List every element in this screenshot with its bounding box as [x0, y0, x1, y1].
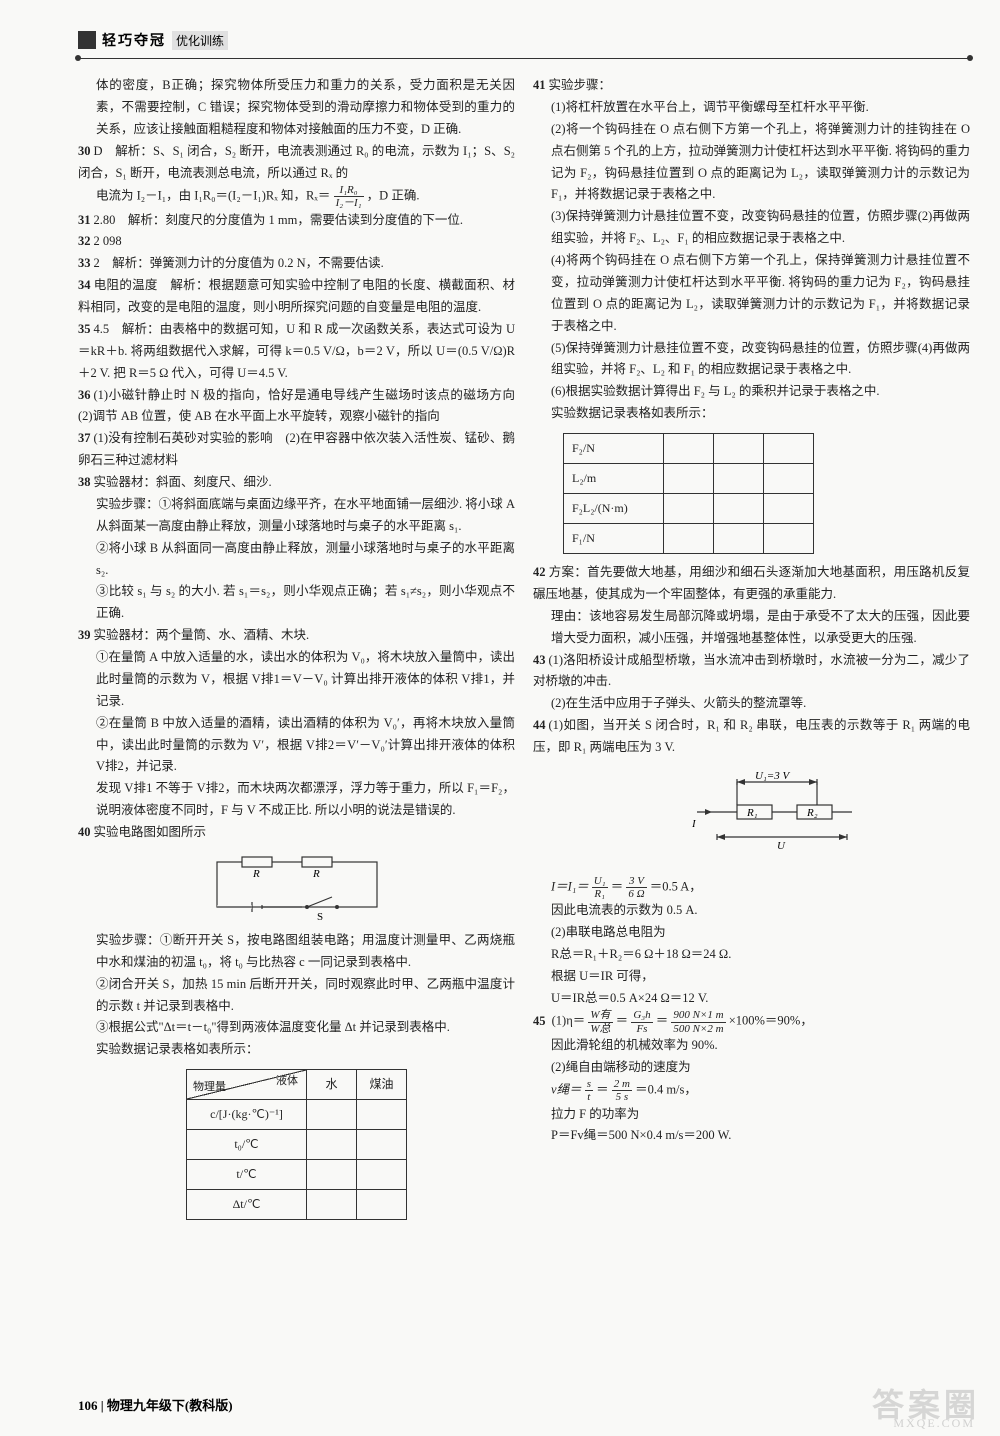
- p33: 332 解析：弹簧测力计的分度值为 0.2 N，不需要估读.: [78, 253, 515, 275]
- p40d: ③根据公式"Δt＝t－t₀"得到两液体温度变化量 Δt 并记录到表格中.: [78, 1017, 515, 1039]
- p37: 37(1)没有控制石英砂对实验的影响 (2)在甲容器中依次装入活性炭、锰砂、鹅卵…: [78, 428, 515, 472]
- content: 体的密度，B正确；探究物体所受压力和重力的关系，受力面积是无关因素，不需要控制，…: [78, 75, 970, 1386]
- dot-left: [75, 55, 81, 61]
- p45a: 45 (1)η＝ W有W总 ＝ G₃hFs ＝ 900 N×1 m500 N×2…: [533, 1009, 970, 1034]
- p38b: 实验步骤：①将斜面底端与桌面边缘平齐，在水平地面铺一层细沙. 将小球 A 从斜面…: [78, 494, 515, 538]
- page-header: 轻巧夺冠 优化训练: [78, 30, 228, 50]
- p40c: ②闭合开关 S，加热 15 min 后断开开关，同时观察此时甲、乙两瓶中温度计的…: [78, 974, 515, 1018]
- header-title: 轻巧夺冠: [102, 30, 166, 50]
- p45c: (2)绳自由端移动的速度为: [533, 1057, 970, 1079]
- p39c: ②在量筒 B 中放入适量的酒精，读出酒精的体积为 V₀′，再将木块放入量筒中，读…: [78, 713, 515, 779]
- p45e: 拉力 F 的功率为: [533, 1104, 970, 1126]
- divider: [78, 58, 970, 59]
- p30a: 30D 解析：S、S₁ 闭合，S₂ 断开，电流表测通过 R₀ 的电流，示数为 I…: [78, 141, 515, 185]
- p42a: 42方案：首先要做大地基，用细沙和细石头逐渐加大地基面积，用压路机反复碾压地基，…: [533, 562, 970, 606]
- svg-text:U₁=3 V: U₁=3 V: [755, 770, 790, 782]
- p41f: (5)保持弹簧测力计悬挂位置不变，改变钩码悬挂的位置，仿照步骤(4)再做两组实验…: [533, 338, 970, 382]
- p41a: 41实验步骤：: [533, 75, 970, 97]
- p32: 322 098: [78, 231, 515, 253]
- right-column: 41实验步骤： (1)将杠杆放置在水平台上，调节平衡螺母至杠杆水平平衡. (2)…: [533, 75, 970, 1386]
- p34: 34电阻的温度 解析：根据题意可知实验中控制了电阻的长度、横截面积、材料相同，改…: [78, 275, 515, 319]
- p44e: R总＝R₁＋R₂＝6 Ω＋18 Ω＝24 Ω.: [533, 944, 970, 966]
- p29-cont: 体的密度，B正确；探究物体所受压力和重力的关系，受力面积是无关因素，不需要控制，…: [78, 75, 515, 141]
- p44a: 44(1)如图，当开关 S 闭合时，R₁ 和 R₂ 串联，电压表的示数等于 R₁…: [533, 715, 970, 759]
- dot-right: [967, 55, 973, 61]
- svg-text:R: R: [252, 868, 260, 880]
- svg-text:R₁: R₁: [746, 807, 758, 819]
- p38c: ②将小球 B 从斜面同一高度由静止释放，测量小球落地时与桌子的水平距离 s₂.: [78, 538, 515, 582]
- p41b: (1)将杠杆放置在水平台上，调节平衡螺母至杠杆水平平衡.: [533, 97, 970, 119]
- p38a: 38实验器材：斜面、刻度尺、细沙.: [78, 472, 515, 494]
- p35: 354.5 解析：由表格中的数据可知，U 和 R 成一次函数关系，表达式可设为 …: [78, 319, 515, 385]
- table-40: 液体 物理量 水 煤油 c/[J·(kg·℃)⁻¹] t₀/℃ t/℃ Δt/℃: [186, 1069, 407, 1220]
- p44f: 根据 U＝IR 可得，: [533, 966, 970, 988]
- p44b: I＝I₁＝ U₁R₁ ＝ 3 V6 Ω ＝0.5 A，: [533, 875, 970, 900]
- svg-text:R: R: [312, 868, 320, 880]
- table-41: F₂/N L₂/m F₂L₂/(N·m) F₁/N: [563, 433, 814, 554]
- p31: 312.80 解析：刻度尺的分度值为 1 mm，需要估读到分度值的下一位.: [78, 210, 515, 232]
- p30b: 电流为 I₂－I₁，由 I₁R₀＝(I₂－I₁)Rₓ 知，Rₓ＝ I₁R₀I₂－…: [78, 184, 515, 209]
- circuit-diagram-40: R R S: [197, 852, 397, 922]
- p43b: (2)在生活中应用于子弹头、火箭头的整流罩等.: [533, 693, 970, 715]
- p36: 36(1)小磁针静止时 N 极的指向，恰好是通电导线产生磁场时该点的磁场方向 (…: [78, 385, 515, 429]
- p40b: 实验步骤：①断开开关 S，按电路图组装电路；用温度计测量甲、乙两烧瓶中水和煤油的…: [78, 930, 515, 974]
- circuit-diagram-44: U₁=3 V R₁ R₂ I U: [637, 767, 867, 867]
- p41e: (4)将两个钩码挂在 O 点右侧下方第一个孔上，保持弹簧测力计悬挂位置不变，拉动…: [533, 250, 970, 338]
- p39a: 39实验器材：两个量筒、水、酒精、木块.: [78, 625, 515, 647]
- p38d: ③比较 s₁ 与 s₂ 的大小. 若 s₁＝s₂，则小华观点正确；若 s₁≠s₂…: [78, 581, 515, 625]
- p44d: (2)串联电路总电阻为: [533, 922, 970, 944]
- p39b: ①在量筒 A 中放入适量的水，读出水的体积为 V₀，将木块放入量筒中，读出此时量…: [78, 647, 515, 713]
- p40e: 实验数据记录表格如表所示：: [78, 1039, 515, 1061]
- p41d: (3)保持弹簧测力计悬挂位置不变，改变钩码悬挂的位置，仿照步骤(2)再做两组实验…: [533, 206, 970, 250]
- p44g: U＝IR总＝0.5 A×24 Ω＝12 V.: [533, 988, 970, 1010]
- p45d: v绳＝ st ＝ 2 m5 s ＝0.4 m/s，: [533, 1078, 970, 1103]
- p39d: 发现 V排1 不等于 V排2，而木块两次都漂浮，浮力等于重力，所以 F₁＝F₂，…: [78, 778, 515, 822]
- left-column: 体的密度，B正确；探究物体所受压力和重力的关系，受力面积是无关因素，不需要控制，…: [78, 75, 515, 1386]
- header-sub: 优化训练: [172, 31, 228, 50]
- svg-text:U: U: [777, 840, 786, 852]
- p40a: 40实验电路图如图所示: [78, 822, 515, 844]
- svg-text:S: S: [317, 911, 323, 922]
- header-icon: [78, 31, 96, 49]
- p42b: 理由：该地容易发生局部沉降或坍塌，是由于承受不了太大的压强，因此要增大受力面积，…: [533, 606, 970, 650]
- svg-text:R₂: R₂: [806, 807, 818, 819]
- p41h: 实验数据记录表格如表所示：: [533, 403, 970, 425]
- p45b: 因此滑轮组的机械效率为 90%.: [533, 1035, 970, 1057]
- page-number: 106: [78, 1398, 98, 1413]
- watermark-sub: MXQE.COM: [893, 1416, 975, 1431]
- svg-text:I: I: [691, 818, 697, 830]
- page-footer: 106 | 物理九年级下(教科版): [78, 1395, 233, 1414]
- footer-label: 物理九年级下(教科版): [107, 1398, 233, 1413]
- p41g: (6)根据实验数据计算得出 F₂ 与 L₂ 的乘积并记录于表格之中.: [533, 381, 970, 403]
- p43a: 43(1)洛阳桥设计成船型桥墩，当水流冲击到桥墩时，水流被一分为二，减少了对桥墩…: [533, 650, 970, 694]
- p45f: P＝Fv绳＝500 N×0.4 m/s＝200 W.: [533, 1125, 970, 1147]
- p41c: (2)将一个钩码挂在 O 点右侧下方第一个孔上，将弹簧测力计的挂钩挂在 O 点右…: [533, 119, 970, 207]
- p44c: 因此电流表的示数为 0.5 A.: [533, 900, 970, 922]
